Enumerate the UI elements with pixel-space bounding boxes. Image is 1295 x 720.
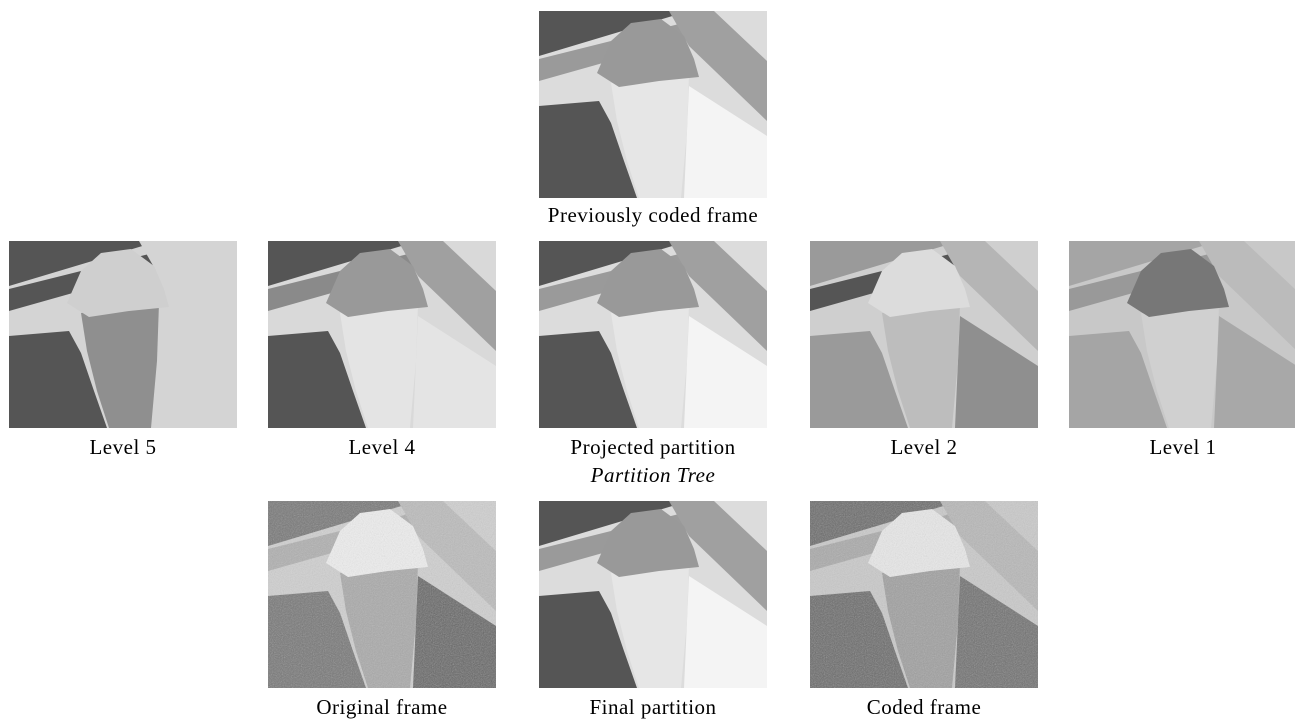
region xyxy=(398,501,496,611)
caption: Original frame xyxy=(316,695,447,719)
region xyxy=(868,509,970,577)
region xyxy=(268,331,366,428)
region xyxy=(1127,249,1229,317)
region xyxy=(413,576,496,688)
region xyxy=(539,101,637,198)
region xyxy=(955,576,1038,688)
region xyxy=(611,303,689,428)
figure-image xyxy=(810,501,1038,688)
caption: Coded frame xyxy=(867,695,982,719)
region xyxy=(9,331,107,428)
region xyxy=(810,331,908,428)
region xyxy=(340,303,418,428)
region xyxy=(684,576,767,688)
region xyxy=(326,249,428,317)
caption: Projected partition xyxy=(570,435,735,459)
region xyxy=(268,591,366,688)
figure-image xyxy=(1069,241,1295,428)
region xyxy=(940,241,1038,351)
region xyxy=(611,73,689,198)
region xyxy=(684,316,767,428)
region xyxy=(81,303,159,428)
region xyxy=(955,316,1038,428)
region xyxy=(669,241,767,351)
caption: Level 4 xyxy=(348,435,415,459)
region xyxy=(67,249,169,317)
region xyxy=(1141,303,1219,428)
region xyxy=(340,563,418,688)
region xyxy=(669,11,767,121)
region xyxy=(597,19,699,87)
figure-image xyxy=(539,501,767,688)
region xyxy=(669,501,767,611)
region xyxy=(597,509,699,577)
region xyxy=(1214,316,1295,428)
caption: Final partition xyxy=(589,695,716,719)
region xyxy=(597,249,699,317)
figure-image xyxy=(268,501,496,688)
figure-image xyxy=(268,241,496,428)
figure-image xyxy=(9,241,237,428)
region xyxy=(539,591,637,688)
caption: Level 1 xyxy=(1149,435,1216,459)
region xyxy=(326,509,428,577)
caption: Previously coded frame xyxy=(548,203,758,227)
caption: Level 2 xyxy=(890,435,957,459)
region xyxy=(539,331,637,428)
region xyxy=(810,591,908,688)
region xyxy=(1069,331,1167,428)
region xyxy=(684,86,767,198)
region xyxy=(611,563,689,688)
figure-image xyxy=(539,241,767,428)
region xyxy=(139,241,237,351)
caption: Level 5 xyxy=(89,435,156,459)
figure-image xyxy=(539,11,767,198)
region xyxy=(1199,241,1295,350)
region xyxy=(154,316,237,428)
region xyxy=(413,316,496,428)
region xyxy=(868,249,970,317)
subcaption: Partition Tree xyxy=(590,463,716,487)
region xyxy=(940,501,1038,611)
region xyxy=(398,241,496,351)
region xyxy=(882,303,960,428)
figure-image xyxy=(810,241,1038,428)
region xyxy=(882,563,960,688)
